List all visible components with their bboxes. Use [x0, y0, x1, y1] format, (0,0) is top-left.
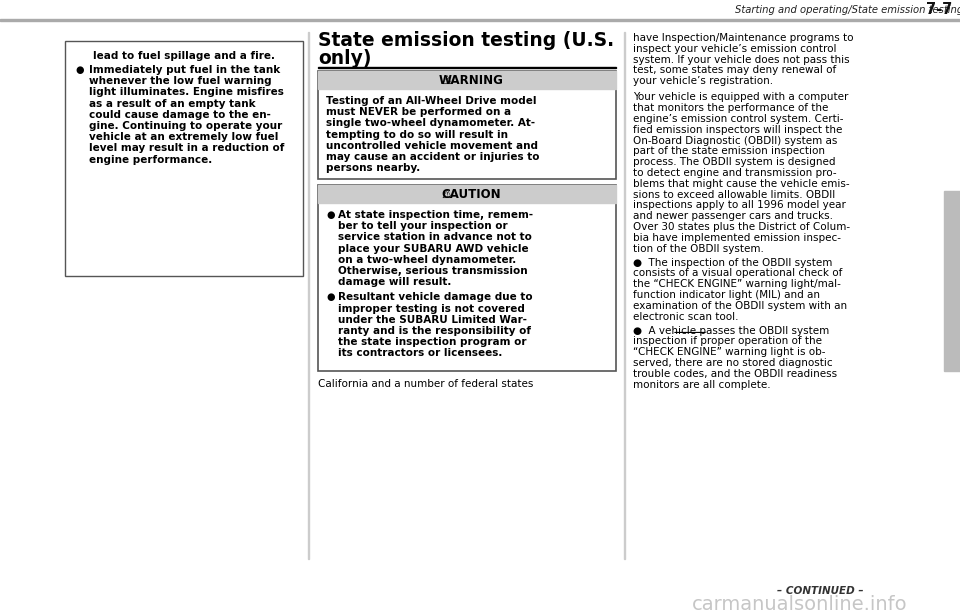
Text: test, some states may deny renewal of: test, some states may deny renewal of	[633, 65, 836, 75]
Text: engine performance.: engine performance.	[89, 155, 212, 164]
Text: persons nearby.: persons nearby.	[326, 163, 420, 173]
Text: trouble codes, and the OBDII readiness: trouble codes, and the OBDII readiness	[633, 369, 837, 379]
Text: carmanualsonline.info: carmanualsonline.info	[692, 595, 908, 611]
Text: whenever the low fuel warning: whenever the low fuel warning	[89, 76, 272, 86]
Text: and newer passenger cars and trucks.: and newer passenger cars and trucks.	[633, 211, 833, 221]
Text: place your SUBARU AWD vehicle: place your SUBARU AWD vehicle	[338, 244, 529, 254]
Text: damage will result.: damage will result.	[338, 277, 451, 287]
Text: State emission testing (U.S.: State emission testing (U.S.	[318, 31, 614, 50]
Text: blems that might cause the vehicle emis-: blems that might cause the vehicle emis-	[633, 179, 850, 189]
Text: ⚠: ⚠	[442, 73, 452, 87]
Text: CAUTION: CAUTION	[442, 188, 501, 200]
Text: that monitors the performance of the: that monitors the performance of the	[633, 103, 828, 113]
Text: uncontrolled vehicle movement and: uncontrolled vehicle movement and	[326, 141, 538, 151]
Text: on a two-wheel dynamometer.: on a two-wheel dynamometer.	[338, 255, 516, 265]
Text: Starting and operating/State emission testing (U.S. only): Starting and operating/State emission te…	[735, 5, 960, 15]
Text: Resultant vehicle damage due to: Resultant vehicle damage due to	[338, 293, 533, 302]
Text: electronic scan tool.: electronic scan tool.	[633, 312, 738, 321]
Text: only): only)	[318, 49, 372, 68]
Text: under the SUBARU Limited War-: under the SUBARU Limited War-	[338, 315, 527, 325]
Text: part of the state emission inspection: part of the state emission inspection	[633, 147, 825, 156]
Bar	[318, 185, 616, 371]
Text: served, there are no stored diagnostic: served, there are no stored diagnostic	[633, 358, 832, 368]
Text: ●: ●	[75, 65, 84, 75]
Text: gine. Continuing to operate your: gine. Continuing to operate your	[89, 121, 282, 131]
Text: WARNING: WARNING	[439, 73, 503, 87]
Text: its contractors or licensees.: its contractors or licensees.	[338, 348, 502, 359]
Bar	[65, 41, 303, 276]
Text: “CHECK ENGINE” warning light is ob-: “CHECK ENGINE” warning light is ob-	[633, 347, 826, 357]
Bar	[308, 32, 309, 559]
Text: ●  The inspection of the OBDII system: ● The inspection of the OBDII system	[633, 258, 832, 268]
Text: ber to tell your inspection or: ber to tell your inspection or	[338, 221, 508, 231]
Text: service station in advance not to: service station in advance not to	[338, 232, 532, 243]
Text: California and a number of federal states: California and a number of federal state…	[318, 379, 534, 389]
Bar	[318, 185, 616, 203]
Text: level may result in a reduction of: level may result in a reduction of	[89, 144, 284, 153]
Text: inspect your vehicle’s emission control: inspect your vehicle’s emission control	[633, 44, 836, 54]
Text: ⚠: ⚠	[442, 188, 452, 200]
Text: – CONTINUED –: – CONTINUED –	[777, 586, 863, 596]
Bar	[0, 18, 960, 21]
Text: may cause an accident or injuries to: may cause an accident or injuries to	[326, 152, 540, 162]
Text: improper testing is not covered: improper testing is not covered	[338, 304, 525, 313]
Text: engine’s emission control system. Certi-: engine’s emission control system. Certi-	[633, 114, 844, 124]
Text: the “CHECK ENGINE” warning light/mal-: the “CHECK ENGINE” warning light/mal-	[633, 279, 841, 289]
Text: your vehicle’s registration.: your vehicle’s registration.	[633, 76, 773, 86]
Text: tion of the OBDII system.: tion of the OBDII system.	[633, 244, 764, 254]
Text: vehicle at an extremely low fuel: vehicle at an extremely low fuel	[89, 132, 278, 142]
Text: tempting to do so will result in: tempting to do so will result in	[326, 130, 508, 139]
Text: Immediately put fuel in the tank: Immediately put fuel in the tank	[89, 65, 280, 75]
Text: single two-wheel dynamometer. At-: single two-wheel dynamometer. At-	[326, 119, 535, 128]
Text: inspection if proper operation of the: inspection if proper operation of the	[633, 337, 822, 346]
Text: function indicator light (MIL) and an: function indicator light (MIL) and an	[633, 290, 820, 300]
Text: At state inspection time, remem-: At state inspection time, remem-	[338, 210, 533, 220]
Bar	[624, 32, 625, 559]
Text: system. If your vehicle does not pass this: system. If your vehicle does not pass th…	[633, 54, 850, 65]
Text: ●  A vehicle passes the OBDII system: ● A vehicle passes the OBDII system	[633, 326, 829, 335]
Text: must NEVER be performed on a: must NEVER be performed on a	[326, 107, 511, 117]
Text: 7-7: 7-7	[925, 2, 952, 18]
Text: Otherwise, serious transmission: Otherwise, serious transmission	[338, 266, 528, 276]
Text: examination of the OBDII system with an: examination of the OBDII system with an	[633, 301, 847, 311]
Text: monitors are all complete.: monitors are all complete.	[633, 379, 771, 390]
Text: On-Board Diagnostic (OBDII) system as: On-Board Diagnostic (OBDII) system as	[633, 136, 837, 145]
Text: as a result of an empty tank: as a result of an empty tank	[89, 98, 255, 109]
Text: light illuminates. Engine misfires: light illuminates. Engine misfires	[89, 87, 284, 97]
Text: Your vehicle is equipped with a computer: Your vehicle is equipped with a computer	[633, 92, 849, 103]
Text: have Inspection/Maintenance programs to: have Inspection/Maintenance programs to	[633, 33, 853, 43]
Text: inspections apply to all 1996 model year: inspections apply to all 1996 model year	[633, 200, 846, 210]
Bar	[944, 191, 960, 371]
Text: Testing of an All-Wheel Drive model: Testing of an All-Wheel Drive model	[326, 96, 537, 106]
Text: lead to fuel spillage and a fire.: lead to fuel spillage and a fire.	[93, 51, 275, 61]
Text: sions to exceed allowable limits. OBDII: sions to exceed allowable limits. OBDII	[633, 189, 835, 200]
Bar	[318, 67, 616, 68]
Text: the state inspection program or: the state inspection program or	[338, 337, 526, 347]
Text: process. The OBDII system is designed: process. The OBDII system is designed	[633, 157, 835, 167]
Bar	[318, 71, 616, 179]
Text: fied emission inspectors will inspect the: fied emission inspectors will inspect th…	[633, 125, 842, 135]
Text: could cause damage to the en-: could cause damage to the en-	[89, 110, 271, 120]
Text: ranty and is the responsibility of: ranty and is the responsibility of	[338, 326, 531, 336]
Bar	[318, 71, 616, 89]
Text: to detect engine and transmission pro-: to detect engine and transmission pro-	[633, 168, 836, 178]
Text: bia have implemented emission inspec-: bia have implemented emission inspec-	[633, 233, 841, 243]
Text: consists of a visual operational check of: consists of a visual operational check o…	[633, 268, 842, 279]
Text: ●: ●	[326, 210, 334, 220]
Text: Over 30 states plus the District of Colum-: Over 30 states plus the District of Colu…	[633, 222, 851, 232]
Text: ●: ●	[326, 293, 334, 302]
